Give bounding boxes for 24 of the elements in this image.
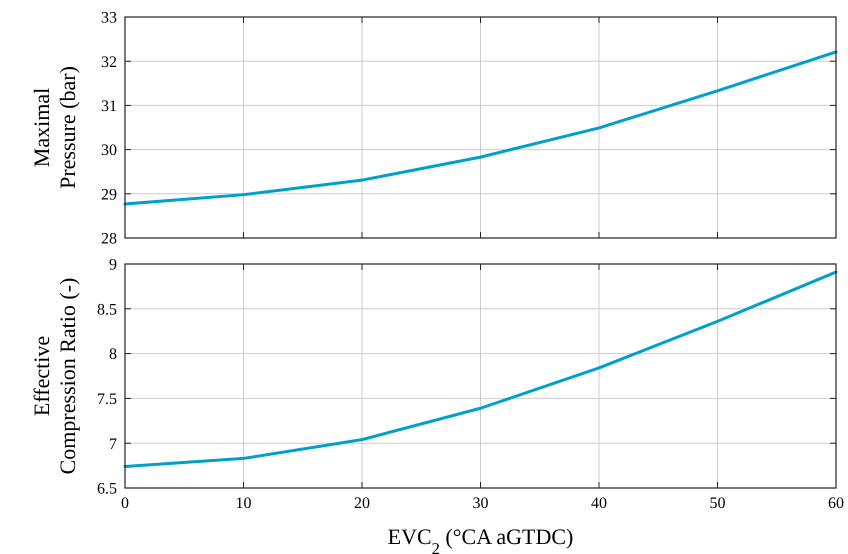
y-tick-label: 30 [101,142,117,160]
y-tick-label: 7.5 [97,391,117,408]
y-tick-label: 28 [101,230,117,248]
y-axis-title: Maximal Pressure (bar) [29,66,80,189]
y-tick-label: 32 [101,54,117,71]
line-series [124,270,838,468]
y-tick-label: 8 [109,346,117,364]
y-tick-label: 29 [101,186,117,204]
y-tick-label: 9 [109,256,117,274]
x-axis-title: EVC$_{2}$ (°CA aGTDC) [388,524,574,554]
y-tick-label: 31 [101,98,117,115]
x-tick-label: 0 [121,495,129,512]
y-tick-label: 33 [101,10,117,27]
y-tick-label: 7 [109,436,117,453]
y-tick-label: 8.5 [97,301,117,318]
x-tick-label: 20 [354,495,370,512]
y-tick-label: 6.5 [97,480,117,498]
x-tick-label: 10 [236,495,252,512]
x-tick-label: 60 [828,495,844,512]
line-series [124,50,838,206]
y-axis-title: Effective Compression Ratio (-) [29,278,80,474]
x-tick-label: 30 [472,495,488,512]
x-tick-label: 50 [710,495,726,512]
x-tick-label: 40 [591,495,607,512]
